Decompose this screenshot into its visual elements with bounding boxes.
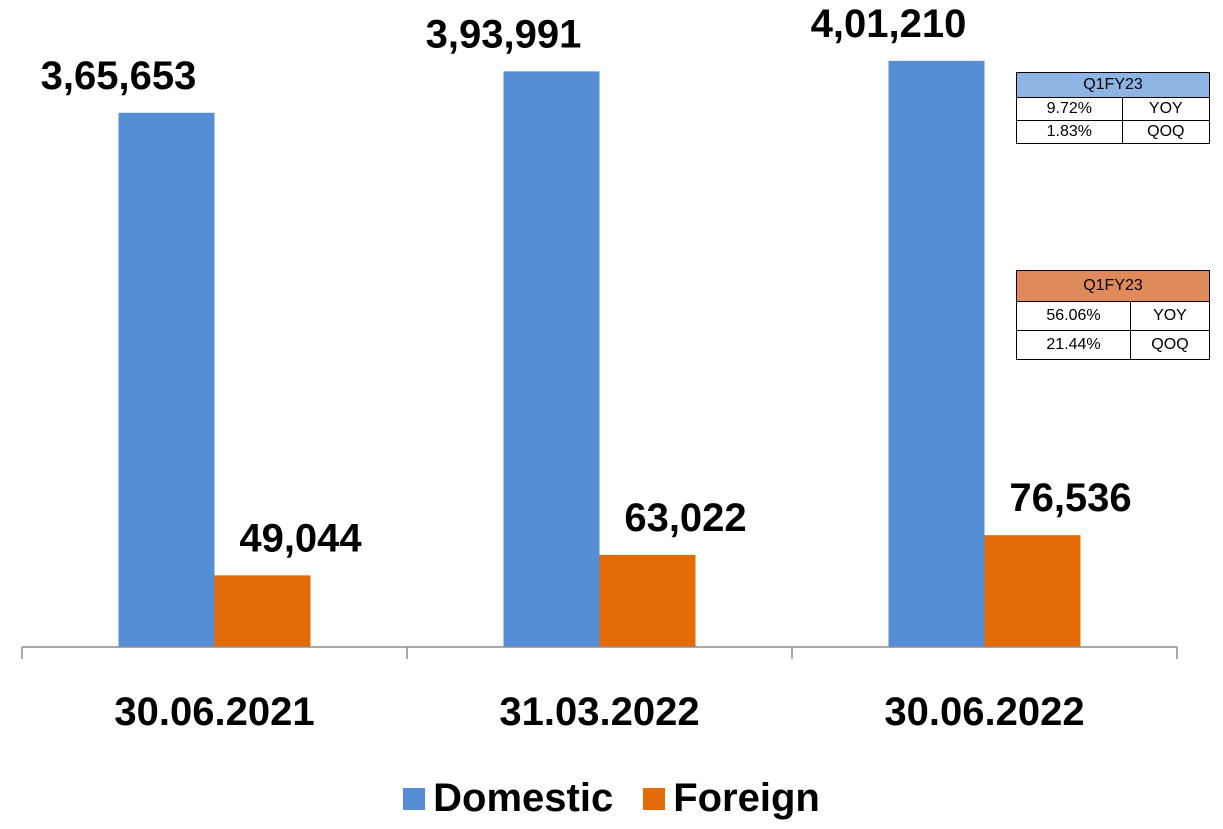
domestic-yoy-value: 9.72% xyxy=(1016,97,1123,121)
foreign-qoq-label: QOQ xyxy=(1129,330,1211,360)
value-label-foreign-2: 63,022 xyxy=(624,496,746,540)
foreign-yoy-value: 56.06% xyxy=(1016,301,1131,331)
domestic-qoq-label: QOQ xyxy=(1121,120,1211,144)
category-label-2: 31.03.2022 xyxy=(499,690,699,734)
domestic-yoy-label: YOY xyxy=(1121,97,1211,121)
legend-label-domestic: Domestic xyxy=(433,776,614,820)
bar-foreign-3 xyxy=(984,535,1081,647)
bar-domestic-3 xyxy=(888,60,985,648)
value-label-domestic-2: 3,93,991 xyxy=(426,12,582,56)
domestic-qoq-value: 1.83% xyxy=(1016,120,1123,144)
bar-foreign-1 xyxy=(214,575,311,647)
value-label-foreign-3: 76,536 xyxy=(1009,476,1131,520)
value-label-foreign-1: 49,044 xyxy=(239,516,362,560)
chart-legend: Domestic Foreign xyxy=(0,776,1223,821)
value-label-domestic-3: 4,01,210 xyxy=(811,2,967,46)
bar-chart: 3,65,653 49,044 3,93,991 63,022 4,01,210 76,5… xyxy=(21,2,1178,734)
foreign-growth-table: Q1FY23 56.06% YOY 21.44% QOQ xyxy=(1016,270,1211,360)
category-labels-group: 30.06.2021 31.03.2022 30.06.2022 xyxy=(114,690,1084,734)
legend-item-foreign: Foreign xyxy=(643,776,820,821)
foreign-table-header: Q1FY23 xyxy=(1016,270,1210,302)
bars-group xyxy=(118,60,1081,648)
x-axis xyxy=(21,646,1178,659)
bar-domestic-2 xyxy=(503,71,600,647)
foreign-qoq-value: 21.44% xyxy=(1016,330,1131,360)
category-label-3: 30.06.2022 xyxy=(884,690,1084,734)
bar-foreign-2 xyxy=(599,554,696,647)
category-label-1: 30.06.2021 xyxy=(114,690,314,734)
foreign-yoy-label: YOY xyxy=(1129,301,1211,331)
domestic-growth-table: Q1FY23 9.72% YOY 1.83% QOQ xyxy=(1016,72,1211,144)
domestic-table-header: Q1FY23 xyxy=(1016,72,1210,98)
value-label-domestic-1: 3,65,653 xyxy=(41,54,197,98)
bar-domestic-1 xyxy=(118,112,215,648)
legend-swatch-domestic xyxy=(403,787,426,810)
legend-label-foreign: Foreign xyxy=(673,776,820,820)
value-labels-group: 3,65,653 49,044 3,93,991 63,022 4,01,210 76,5… xyxy=(41,2,1132,561)
legend-swatch-foreign xyxy=(643,787,666,810)
legend-item-domestic: Domestic xyxy=(403,776,613,821)
